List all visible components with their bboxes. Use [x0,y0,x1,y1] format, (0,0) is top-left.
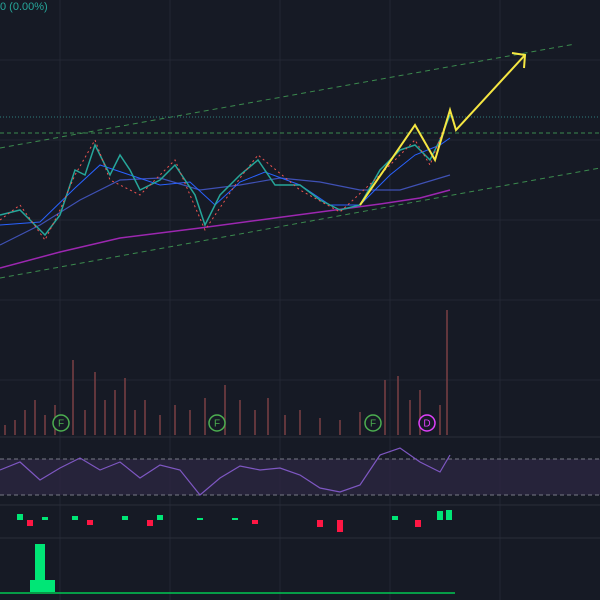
marker-circle [418,414,436,432]
arrow-head [511,52,527,69]
ma-long [0,189,451,269]
spike-bar [35,544,45,592]
rsi-line [0,447,451,496]
ma-mid [0,174,451,246]
marker-label: F [58,419,64,430]
marker-label: F [370,419,376,430]
event-marker[interactable]: D [418,414,436,432]
price-path [0,114,451,237]
channel-lower [0,167,600,279]
price-change: 0 (0.00%) [0,1,48,13]
rsi-band [0,459,600,495]
channel-upper [0,43,576,149]
event-marker[interactable]: F [52,414,70,432]
volume-bars [4,310,448,435]
marker-label: F [214,419,220,430]
event-marker[interactable]: F [208,414,226,432]
projection-arrow [359,54,526,206]
event-marker[interactable]: F [364,414,382,432]
histogram-up [17,510,452,520]
spike-base [30,580,55,592]
marker-label: D [423,419,430,430]
marker-circle [52,414,70,432]
ma-short [0,137,451,226]
marker-circle [208,414,226,432]
histogram-down [27,520,421,532]
marker-circle [364,414,382,432]
